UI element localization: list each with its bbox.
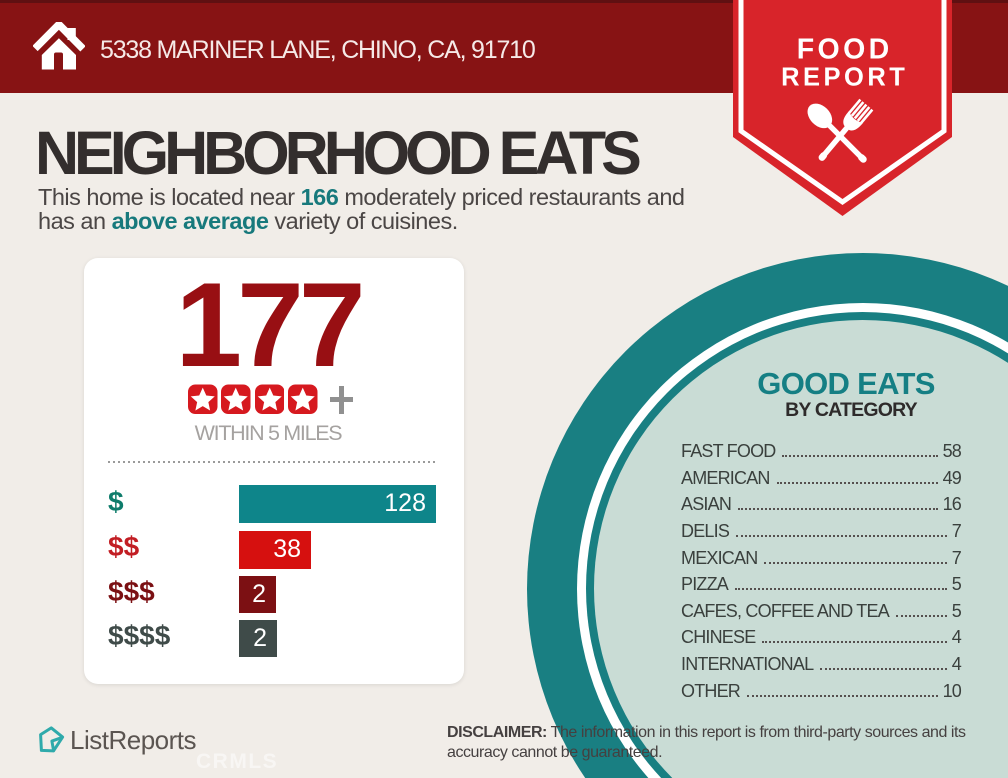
svg-text:FOOD: FOOD bbox=[797, 34, 893, 66]
svg-text:REPORT: REPORT bbox=[781, 63, 908, 91]
